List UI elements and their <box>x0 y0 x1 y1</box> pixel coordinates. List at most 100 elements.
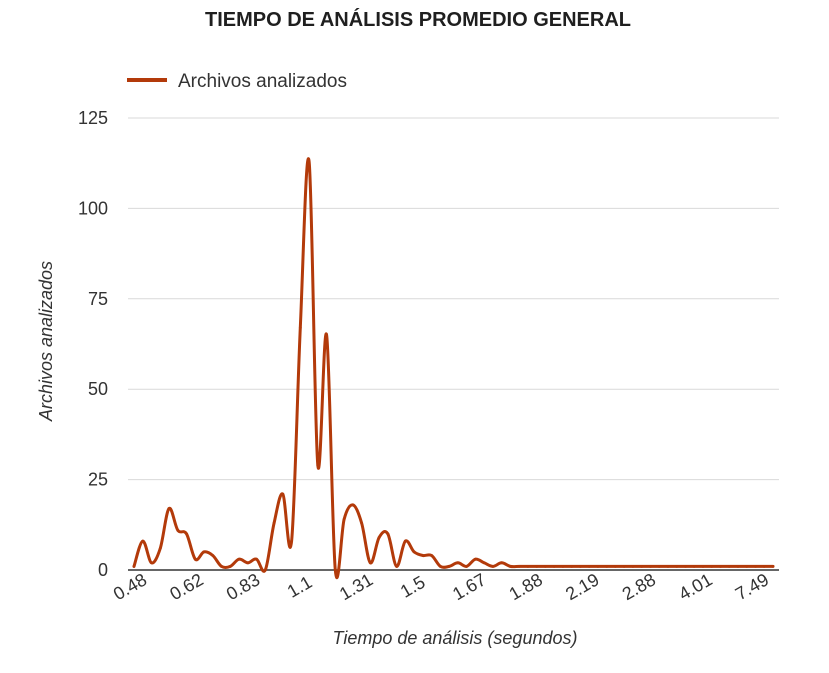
data-point <box>456 561 460 565</box>
data-point <box>325 333 328 337</box>
data-point <box>333 568 337 572</box>
data-point <box>500 561 503 565</box>
data-point <box>158 546 162 550</box>
data-point <box>482 561 486 565</box>
x-tick-label: 4.01 <box>675 569 715 604</box>
data-point <box>132 565 136 568</box>
y-axis-ticks: 0 25 50 75 100 125 <box>78 108 108 580</box>
data-point <box>666 565 670 568</box>
data-point <box>649 565 652 568</box>
data-point <box>474 557 477 561</box>
data-point <box>710 565 714 568</box>
data-point <box>167 507 171 510</box>
data-point <box>465 565 468 568</box>
data-point <box>762 565 766 568</box>
y-axis-title: Archivos analizados <box>36 261 56 422</box>
legend-label: Archivos analizados <box>178 71 347 92</box>
chart-title: TIEMPO DE ANÁLISIS PROMEDIO GENERAL <box>205 8 631 31</box>
data-point <box>255 557 258 561</box>
data-point <box>298 326 302 330</box>
legend: Archivos analizados <box>127 71 347 92</box>
data-point <box>631 565 635 568</box>
data-point <box>220 565 223 568</box>
data-point <box>754 565 757 568</box>
series-lines <box>132 157 775 580</box>
data-point <box>526 565 530 568</box>
data-point <box>430 554 433 557</box>
data-point <box>185 532 188 536</box>
data-point <box>544 565 547 568</box>
data-point <box>404 539 407 543</box>
x-tick-label: 1.31 <box>336 569 376 604</box>
data-point <box>193 557 197 561</box>
data-point <box>281 492 285 496</box>
data-point <box>439 565 442 568</box>
data-point <box>246 561 250 565</box>
data-point <box>377 536 381 539</box>
data-point <box>307 160 311 163</box>
y-tick-label: 25 <box>88 470 108 490</box>
x-axis-title: Tiempo de análisis (segundos) <box>333 628 578 648</box>
data-point <box>570 565 574 568</box>
data-point <box>421 554 425 557</box>
data-point <box>587 565 591 568</box>
data-point <box>202 550 206 554</box>
data-point <box>386 532 390 536</box>
x-tick-label: 2.88 <box>619 569 659 604</box>
x-tick-label: 1.1 <box>284 572 316 602</box>
data-point <box>290 539 293 543</box>
data-point <box>535 565 539 568</box>
data-point <box>491 565 495 568</box>
data-point <box>640 565 644 568</box>
data-point <box>316 463 320 467</box>
data-point <box>228 565 232 568</box>
x-tick-label: 7.49 <box>732 569 772 604</box>
data-point <box>447 565 451 568</box>
x-tick-label: 0.62 <box>166 569 206 604</box>
data-point <box>561 565 565 568</box>
y-tick-label: 75 <box>88 289 108 309</box>
data-point <box>622 565 626 568</box>
data-point <box>579 565 582 568</box>
data-point <box>150 561 153 565</box>
y-tick-label: 100 <box>78 198 108 218</box>
x-tick-label: 0.83 <box>223 569 263 604</box>
x-tick-label: 1.88 <box>506 569 546 604</box>
data-point <box>517 565 521 568</box>
data-point <box>596 565 600 568</box>
y-tick-label: 50 <box>88 379 108 399</box>
data-point <box>719 565 722 568</box>
data-point <box>509 565 512 568</box>
data-point <box>701 565 705 568</box>
gridlines <box>128 117 779 571</box>
x-axis-ticks: 0.48 0.62 0.83 1.1 1.31 1.5 1.67 1.88 2.19 2.88 4.… <box>110 569 772 604</box>
data-point <box>351 503 355 507</box>
data-point <box>237 557 241 561</box>
data-point <box>342 518 346 521</box>
x-tick-label: 0.48 <box>110 569 150 604</box>
series-line-0 <box>132 157 775 580</box>
data-point <box>736 565 740 568</box>
data-point <box>395 565 398 568</box>
data-point <box>263 568 267 572</box>
data-point <box>727 565 731 568</box>
data-point <box>745 565 749 568</box>
y-tick-label: 0 <box>98 560 108 580</box>
x-tick-label: 1.5 <box>397 572 429 602</box>
data-point <box>692 565 696 568</box>
data-point <box>412 550 416 554</box>
data-point <box>360 521 363 525</box>
data-point <box>176 528 180 532</box>
y-tick-label: 125 <box>78 108 108 128</box>
data-point <box>211 554 215 557</box>
data-point <box>657 565 661 568</box>
data-point <box>684 565 687 568</box>
data-point <box>675 565 679 568</box>
x-tick-label: 2.19 <box>562 569 602 604</box>
data-point <box>552 565 556 568</box>
data-point <box>614 565 617 568</box>
data-point <box>141 539 145 543</box>
data-point <box>771 565 775 568</box>
data-point <box>605 565 609 568</box>
